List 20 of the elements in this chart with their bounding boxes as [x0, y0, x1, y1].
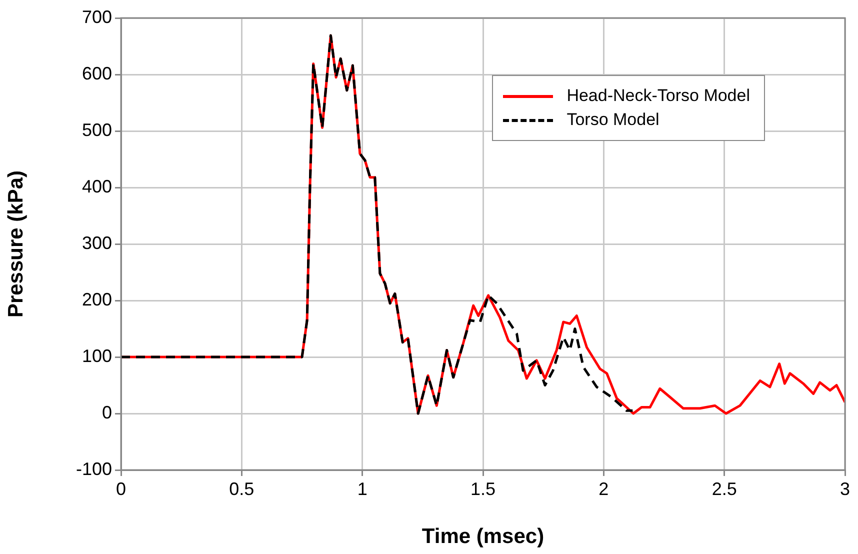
- y-tick-label: 0: [102, 402, 112, 422]
- y-axis-title: Pressure (kPa): [4, 170, 28, 318]
- x-tick-label: 2.5: [712, 478, 737, 499]
- y-tick-label: 500: [82, 120, 112, 140]
- x-tick-label: 2: [598, 478, 609, 499]
- x-tick-label: 1: [357, 478, 368, 499]
- x-tick-label: 0: [116, 478, 126, 499]
- y-tick-label: 200: [82, 289, 112, 310]
- y-tick-label: 400: [82, 176, 112, 196]
- x-tick-label: 3: [840, 478, 850, 499]
- x-tick-label: 1.5: [470, 478, 496, 499]
- y-tick-label: 100: [82, 346, 112, 366]
- y-tick-label: -100: [76, 458, 112, 479]
- y-tick-label: 700: [82, 6, 112, 27]
- x-axis-title: Time (msec): [422, 525, 544, 548]
- y-tick-label: 300: [82, 232, 112, 253]
- legend-label: Torso Model: [566, 110, 660, 130]
- x-tick-label: 0.5: [229, 478, 254, 499]
- legend-label: Head-Neck-Torso Model: [566, 86, 750, 106]
- y-tick-label: 600: [82, 63, 112, 84]
